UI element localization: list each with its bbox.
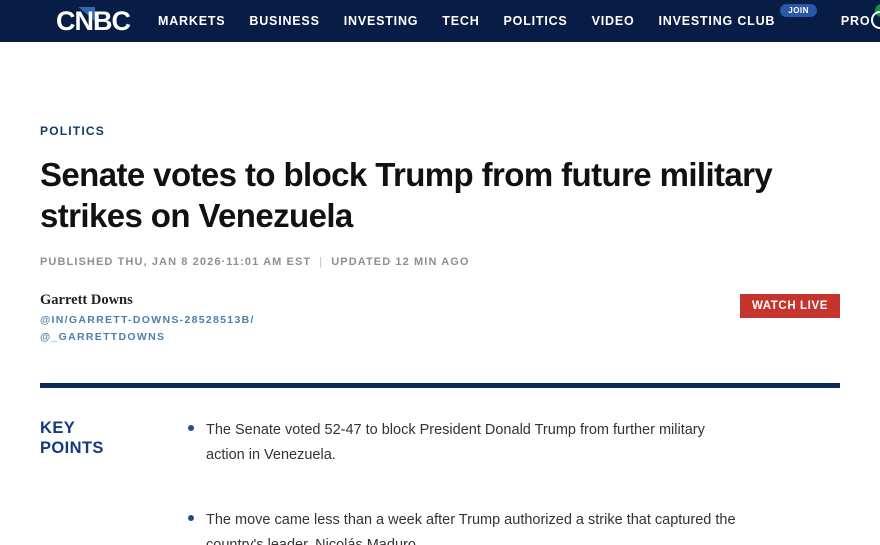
key-points-title: KEY POINTS [40, 419, 104, 457]
nav-item-video[interactable]: VIDEO [592, 14, 635, 28]
bullet-icon [188, 425, 194, 431]
author-x-link[interactable]: @_GARRETTDOWNS [40, 331, 166, 343]
nav-item-label: INVESTING CLUB [658, 14, 776, 28]
join-badge-investing-club[interactable]: JOIN [780, 4, 817, 17]
author-linkedin-link[interactable]: @IN/GARRETT-DOWNS-28528513B/ [40, 314, 255, 326]
published-timestamp: PUBLISHED THU, JAN 8 2026·11:01 AM EST [40, 256, 312, 268]
nav-item-label: INVESTING [343, 14, 419, 28]
nav-item-label: MARKETS [158, 14, 226, 28]
nav-menu: MARKETS BUSINESS INVESTING TECH POLITICS… [158, 4, 880, 28]
article-timestamp: PUBLISHED THU, JAN 8 2026·11:01 AM EST |… [40, 256, 840, 268]
key-point-item: The Senate voted 52-47 to block Presiden… [188, 418, 840, 468]
key-points-list: The Senate voted 52-47 to block Presiden… [188, 418, 840, 545]
author-block: Garrett Downs @IN/GARRETT-DOWNS-28528513… [40, 292, 255, 343]
nav-item-label: POLITICS [503, 14, 568, 28]
key-point-text: The move came less than a week after Tru… [206, 512, 736, 545]
bullet-icon [188, 515, 194, 521]
timestamp-separator: | [319, 256, 324, 268]
nav-item-politics[interactable]: POLITICS [504, 14, 568, 28]
key-points-section: KEY POINTS The Senate voted 52-47 to blo… [40, 418, 840, 545]
key-point-text: The Senate voted 52-47 to block Presiden… [206, 422, 705, 463]
article-page: POLITICS Senate votes to block Trump fro… [0, 124, 880, 545]
author-name[interactable]: Garrett Downs [40, 292, 133, 308]
article-headline: Senate votes to block Trump from future … [40, 156, 773, 234]
nav-item-label: PRO [840, 14, 871, 28]
search-icon[interactable] [871, 11, 880, 29]
section-eyebrow-politics[interactable]: POLITICS [40, 124, 105, 138]
byline-row: Garrett Downs @IN/GARRETT-DOWNS-28528513… [40, 292, 840, 343]
watch-live-button[interactable]: WATCH LIVE [739, 294, 840, 318]
nav-item-label: BUSINESS [249, 14, 320, 28]
nav-item-label: VIDEO [591, 14, 635, 28]
nav-item-investing[interactable]: INVESTING [344, 14, 419, 28]
nav-item-markets[interactable]: MARKETS [158, 14, 225, 28]
join-badge-pro[interactable]: JOIN [875, 4, 880, 17]
nav-item-pro[interactable]: PRO JOIN [840, 4, 880, 28]
nav-item-investing-club[interactable]: INVESTING CLUB JOIN [658, 4, 817, 28]
top-navbar: CNBC MARKETS BUSINESS INVESTING TECH POL… [0, 0, 880, 42]
section-divider [40, 383, 840, 388]
nav-item-tech[interactable]: TECH [442, 14, 479, 28]
nav-item-label: TECH [442, 14, 480, 28]
cnbc-logo-text: CNBC [56, 5, 131, 36]
updated-timestamp: UPDATED 12 MIN AGO [331, 256, 470, 268]
nav-item-business[interactable]: BUSINESS [249, 14, 319, 28]
key-point-item: The move came less than a week after Tru… [188, 508, 840, 545]
cnbc-logo[interactable]: CNBC [56, 5, 131, 36]
